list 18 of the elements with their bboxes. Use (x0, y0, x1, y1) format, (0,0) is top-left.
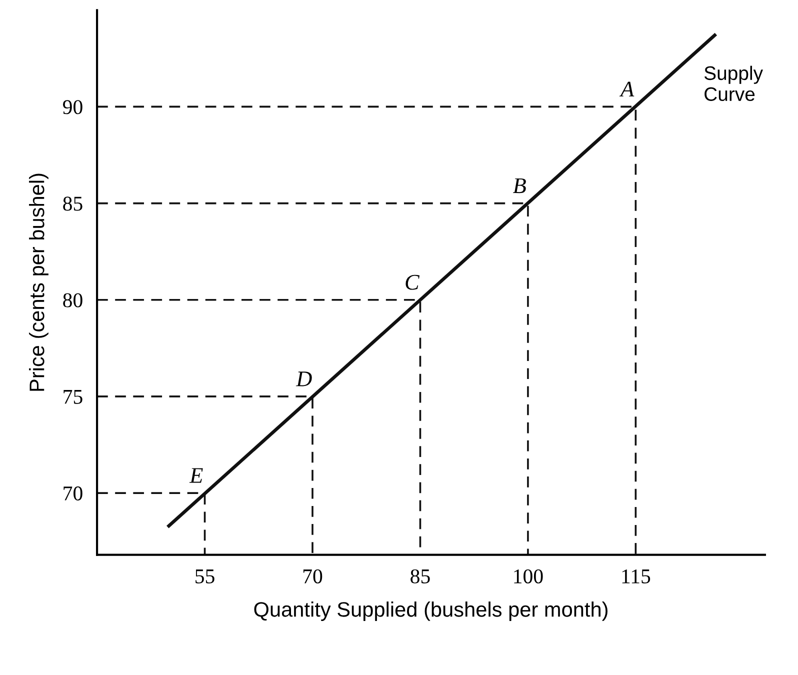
x-tick-label: 100 (514, 569, 543, 584)
y-axis-title: Price (cents per bushel) (29, 174, 48, 391)
annotation: D (296, 372, 312, 386)
x-tick-label: 70 (303, 569, 322, 584)
y-tick-label: 70 (64, 486, 82, 500)
annotation: B (513, 178, 526, 194)
y-tick-label: 75 (64, 390, 82, 404)
annotation: A (619, 82, 634, 96)
x-tick-label: 55 (196, 570, 214, 584)
x-tick-label: 115 (622, 569, 650, 584)
y-tick-label: 90 (62, 100, 82, 114)
x-axis-title: Quantity Supplied (bushels per month) (254, 602, 608, 621)
annotation: Supply Curve (704, 66, 763, 102)
annotation: E (189, 468, 203, 483)
y-tick-label: 85 (63, 196, 82, 211)
x-tick-label: 85 (410, 569, 430, 584)
annotation: C (406, 274, 420, 290)
y-tick-label: 80 (63, 293, 82, 308)
